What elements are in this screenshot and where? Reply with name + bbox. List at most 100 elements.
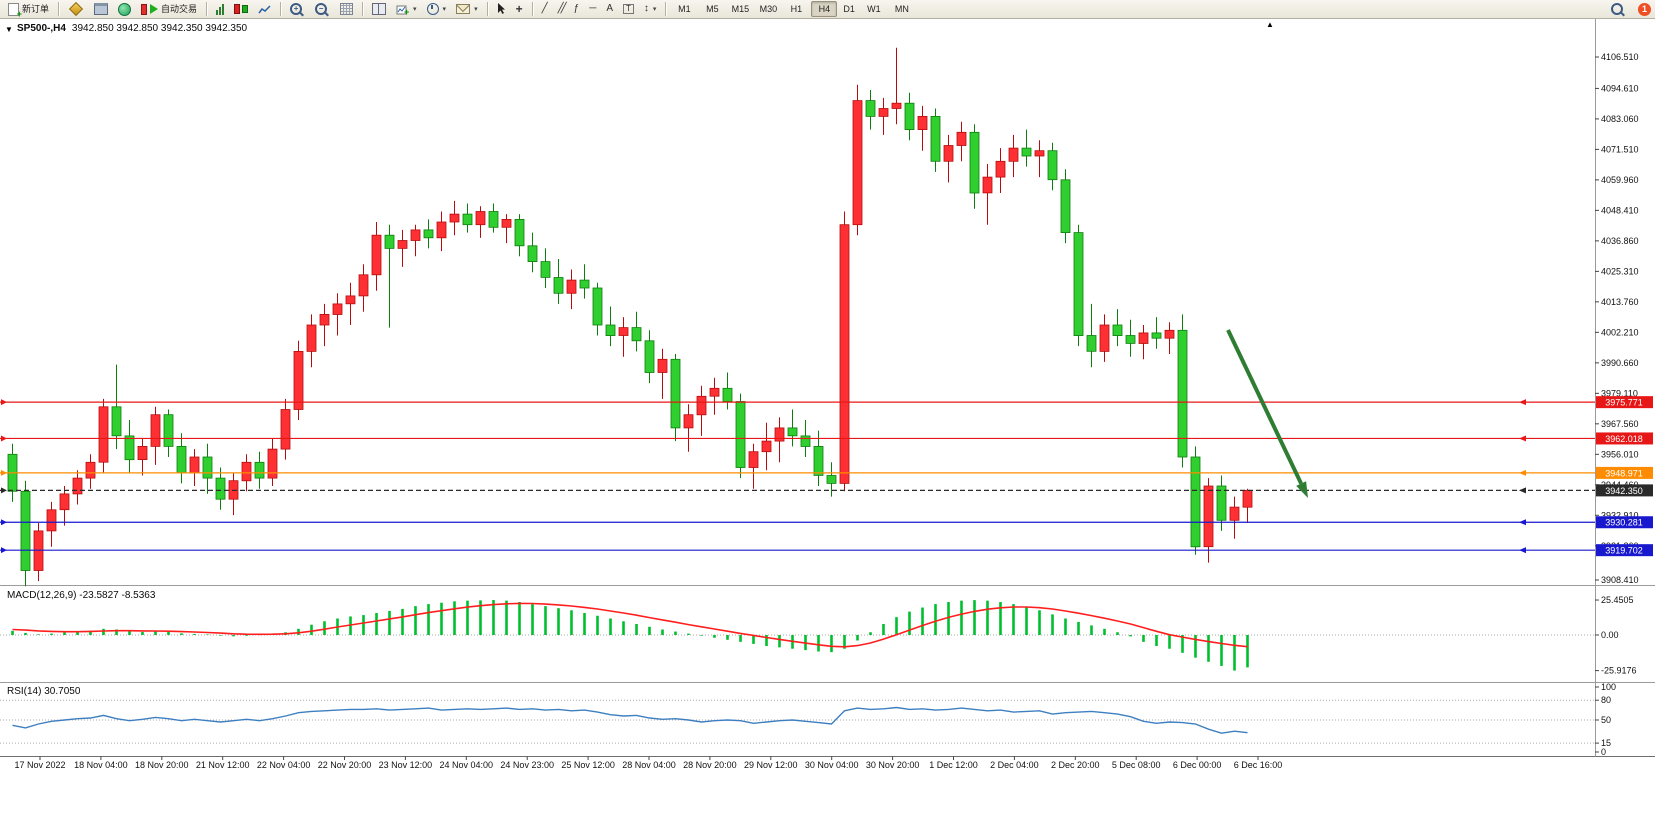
toolbar-separator: [206, 2, 208, 16]
tile-windows-button[interactable]: [368, 1, 390, 17]
trend-arrow-head[interactable]: [1296, 481, 1308, 498]
candlestick: [423, 219, 434, 249]
candlestick: [98, 398, 109, 473]
candlestick: [514, 214, 525, 257]
timeframe-h4-button[interactable]: H4: [811, 1, 838, 17]
timeframe-w1-button[interactable]: W1: [861, 1, 887, 17]
text-button[interactable]: A: [602, 1, 617, 17]
channel-button[interactable]: ╱╱: [554, 1, 568, 17]
candlestick-chart-button[interactable]: [230, 1, 252, 17]
price-level-badge: [1596, 516, 1653, 529]
new-order-button[interactable]: 新订单: [4, 1, 53, 19]
candlestick: [657, 348, 668, 399]
candlestick: [969, 124, 980, 209]
fibonacci-button[interactable]: ƒ: [570, 1, 584, 17]
candlestick: [215, 467, 226, 510]
zoom-in-button[interactable]: +: [286, 1, 309, 17]
price-axis-label: 4083.060: [1601, 114, 1639, 124]
candlestick: [930, 108, 941, 172]
mail-button[interactable]: ▾: [452, 1, 482, 17]
horizontal-line-button[interactable]: ─: [585, 1, 600, 17]
price-axis-label: 4106.510: [1601, 52, 1639, 62]
time-axis-label: 23 Nov 12:00: [379, 760, 433, 770]
time-axis-label: 28 Nov 20:00: [683, 760, 737, 770]
time-axis-label: 28 Nov 04:00: [622, 760, 676, 770]
price-level-badge-text: 3919.702: [1605, 546, 1643, 556]
panel-collapse-arrow-icon[interactable]: ▲: [1266, 20, 1274, 29]
grid-icon: [340, 3, 354, 15]
rsi-scale-label: 15: [1601, 738, 1611, 748]
timeframe-m5-button[interactable]: M5: [699, 1, 725, 17]
candlestick: [111, 364, 122, 450]
candlestick: [644, 330, 655, 384]
price-level-badge: [1596, 544, 1653, 557]
timeframe-m30-button[interactable]: M30: [755, 1, 781, 17]
macd-scale-label: 25.4505: [1601, 595, 1634, 605]
timeframe-mn-button[interactable]: MN: [889, 1, 915, 17]
candlestick: [1021, 129, 1032, 167]
candlestick: [1073, 224, 1084, 347]
time-axis: 17 Nov 2022 18 Nov 04:00 18 Nov 20:00 21 No…: [14, 756, 1282, 770]
line-chart-button[interactable]: [254, 1, 275, 17]
candlestick: [878, 97, 889, 135]
price-axis-label: 4002.210: [1601, 327, 1639, 337]
candlestick: [956, 121, 967, 162]
crosshair-button[interactable]: +: [512, 1, 527, 17]
candlestick: [1164, 322, 1175, 354]
label-icon: T: [623, 4, 634, 14]
notification-badge[interactable]: 1: [1638, 2, 1651, 16]
candlestick: [332, 293, 343, 336]
zoom-out-button[interactable]: −: [311, 1, 334, 17]
rsi-scale-label: 50: [1601, 715, 1611, 725]
candlestick: [1047, 142, 1058, 191]
globe-icon: [118, 2, 132, 16]
trendline-button[interactable]: ╱: [538, 1, 552, 17]
candlestick: [20, 480, 31, 587]
bar-chart-button[interactable]: [212, 1, 228, 17]
timeframe-d1-button[interactable]: D1: [839, 1, 859, 17]
globe-button[interactable]: [114, 1, 135, 17]
auto-trading-button[interactable]: 自动交易: [137, 1, 201, 17]
timeframe-m1-button[interactable]: M1: [671, 1, 697, 17]
candlestick: [527, 232, 538, 273]
toolbar-separator: [58, 2, 60, 16]
chart-canvas[interactable]: 4106.510 4094.610 4083.060 4071.510 4059.960…: [0, 19, 1655, 820]
rsi-scale-label: 80: [1601, 695, 1611, 705]
level-left-marker: [1, 435, 7, 442]
chart-area[interactable]: 4106.510 4094.610 4083.060 4071.510 4059.960…: [0, 19, 1655, 820]
new-chart-button[interactable]: + ▾: [392, 1, 421, 17]
ohlc-values: 3942.850 3942.850 3942.350 3942.350: [71, 23, 248, 34]
auto-trading-label: 自动交易: [161, 3, 198, 14]
new-chart-icon: +: [396, 5, 409, 15]
candlestick: [579, 264, 590, 299]
auto-trading-play-icon: [150, 4, 159, 14]
candlestick: [1112, 309, 1123, 347]
text-label-button[interactable]: T: [619, 1, 638, 17]
trend-arrow-annotation[interactable]: [1226, 329, 1303, 485]
macd-scale-label: 0.00: [1601, 630, 1619, 640]
grid-button[interactable]: [336, 1, 357, 17]
gold-diamond-button[interactable]: [64, 1, 88, 17]
candlestick: [371, 222, 382, 291]
candlestick: [59, 486, 70, 526]
candlestick: [1151, 317, 1162, 349]
printer-button[interactable]: [90, 1, 112, 17]
candlestick: [1008, 134, 1019, 178]
timeframe-m15-button[interactable]: M15: [727, 1, 753, 17]
period-clock-button[interactable]: ▾: [423, 1, 451, 17]
candlestick: [995, 148, 1006, 193]
timeframe-h1-button[interactable]: H1: [783, 1, 809, 17]
time-axis-label: 30 Nov 20:00: [866, 760, 920, 770]
cursor-button[interactable]: [493, 1, 510, 17]
candlestick: [982, 163, 993, 225]
price-level-badge: [1596, 484, 1653, 497]
one-click-trading-toggle[interactable]: ▼: [5, 25, 13, 34]
arrows-button[interactable]: ↕ ▾: [640, 1, 661, 17]
auto-trading-stop-icon: [141, 3, 148, 15]
search-button[interactable]: [1607, 1, 1630, 17]
time-axis-label: 24 Nov 04:00: [440, 760, 494, 770]
time-axis-label: 18 Nov 04:00: [74, 760, 128, 770]
candlestick: [501, 214, 512, 244]
time-axis-label: 22 Nov 04:00: [257, 760, 311, 770]
time-axis-label: 18 Nov 20:00: [135, 760, 189, 770]
